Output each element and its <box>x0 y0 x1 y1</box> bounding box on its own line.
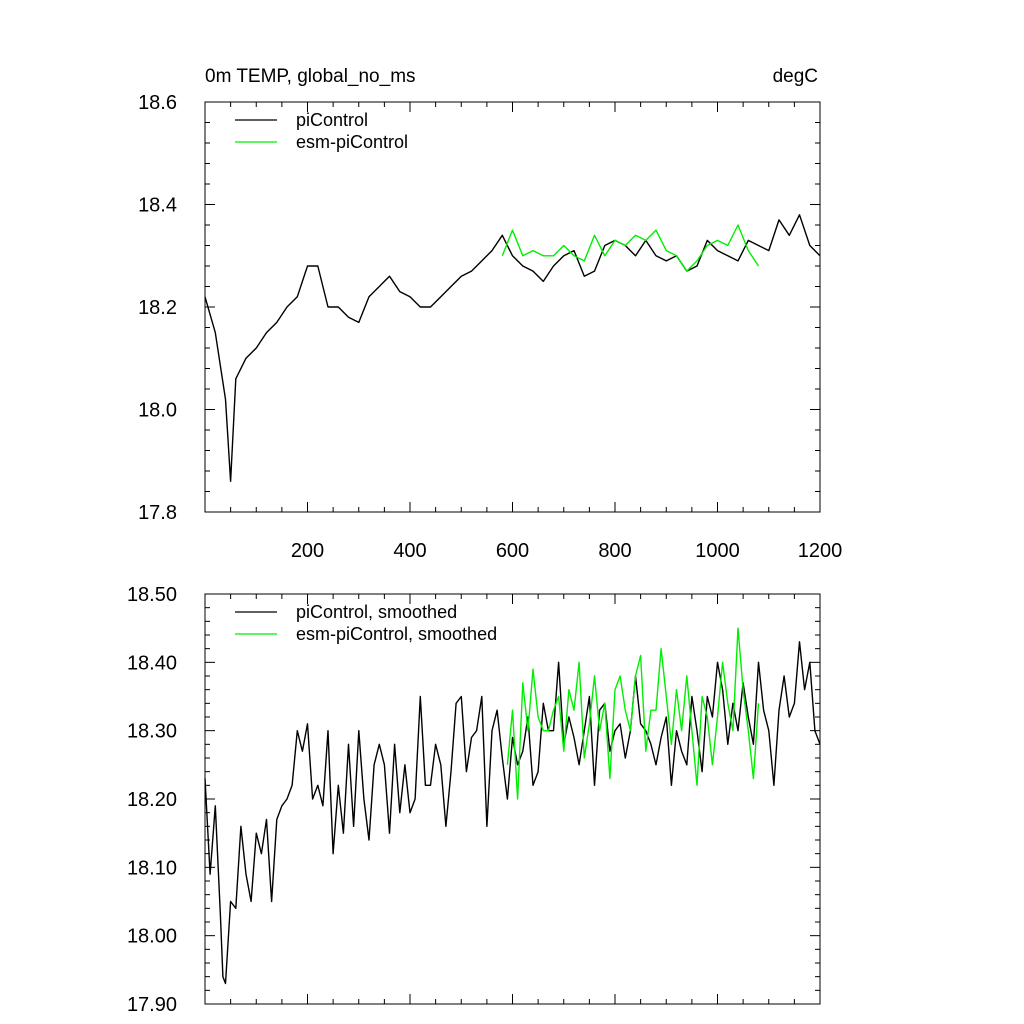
legend-label-esm-picontrol: esm-piControl <box>296 132 408 152</box>
y-tick-label: 18.40 <box>127 652 177 674</box>
x-tick-label: 800 <box>598 540 631 562</box>
y-tick-label: 18.2 <box>138 297 177 319</box>
y-tick-label: 18.0 <box>138 400 177 422</box>
y-tick-label: 18.00 <box>127 926 177 948</box>
x-tick-label: 1200 <box>798 540 843 562</box>
top-panel: 17.8 18.0 18.2 18.4 18.6 200 400 600 800 1000 120… <box>138 92 842 562</box>
series-line-picontrol-smoothed <box>204 641 821 985</box>
top-panel-legend: piControl esm-piControl <box>235 110 408 152</box>
x-tick-label: 400 <box>393 540 426 562</box>
legend-label-picontrol: piControl <box>296 110 368 130</box>
top-panel-series <box>204 214 821 482</box>
legend-label-picontrol-smoothed: piControl, smoothed <box>296 602 457 622</box>
bottom-panel-series <box>204 627 821 985</box>
chart-title: 0m TEMP, global_no_ms <box>205 66 416 87</box>
top-panel-y-tick-labels: 17.8 18.0 18.2 18.4 18.6 <box>138 92 177 524</box>
y-tick-label: 17.8 <box>138 502 177 524</box>
x-tick-label: 1000 <box>695 540 740 562</box>
y-tick-label: 18.30 <box>127 721 177 743</box>
y-tick-label: 18.6 <box>138 92 177 114</box>
y-tick-label: 18.50 <box>127 584 177 606</box>
bottom-panel-ticks <box>205 593 821 1005</box>
legend-label-esm-picontrol-smoothed: esm-piControl, smoothed <box>296 624 497 644</box>
y-tick-label: 17.90 <box>127 994 177 1016</box>
y-tick-label: 18.20 <box>127 789 177 811</box>
y-tick-label: 18.10 <box>127 857 177 879</box>
units-label: degC <box>773 66 818 87</box>
bottom-panel-y-tick-labels: 17.90 18.00 18.10 18.20 18.30 18.40 18.50 <box>127 584 177 1016</box>
top-panel-ticks <box>205 101 821 513</box>
series-line-esm-picontrol <box>501 224 760 272</box>
bottom-panel-frame <box>204 593 821 1005</box>
series-line-picontrol <box>204 214 821 482</box>
series-line-esm-picontrol-smoothed <box>506 627 760 800</box>
x-tick-label: 600 <box>496 540 529 562</box>
top-panel-x-tick-labels: 200 400 600 800 1000 1200 <box>291 540 842 562</box>
x-tick-label: 200 <box>291 540 324 562</box>
top-panel-frame <box>204 101 821 513</box>
y-tick-label: 18.4 <box>138 195 177 217</box>
bottom-panel: 17.90 18.00 18.10 18.20 18.30 18.40 18.50 piCo… <box>127 584 821 1016</box>
bottom-panel-legend: piControl, smoothed esm-piControl, smoot… <box>235 602 497 644</box>
